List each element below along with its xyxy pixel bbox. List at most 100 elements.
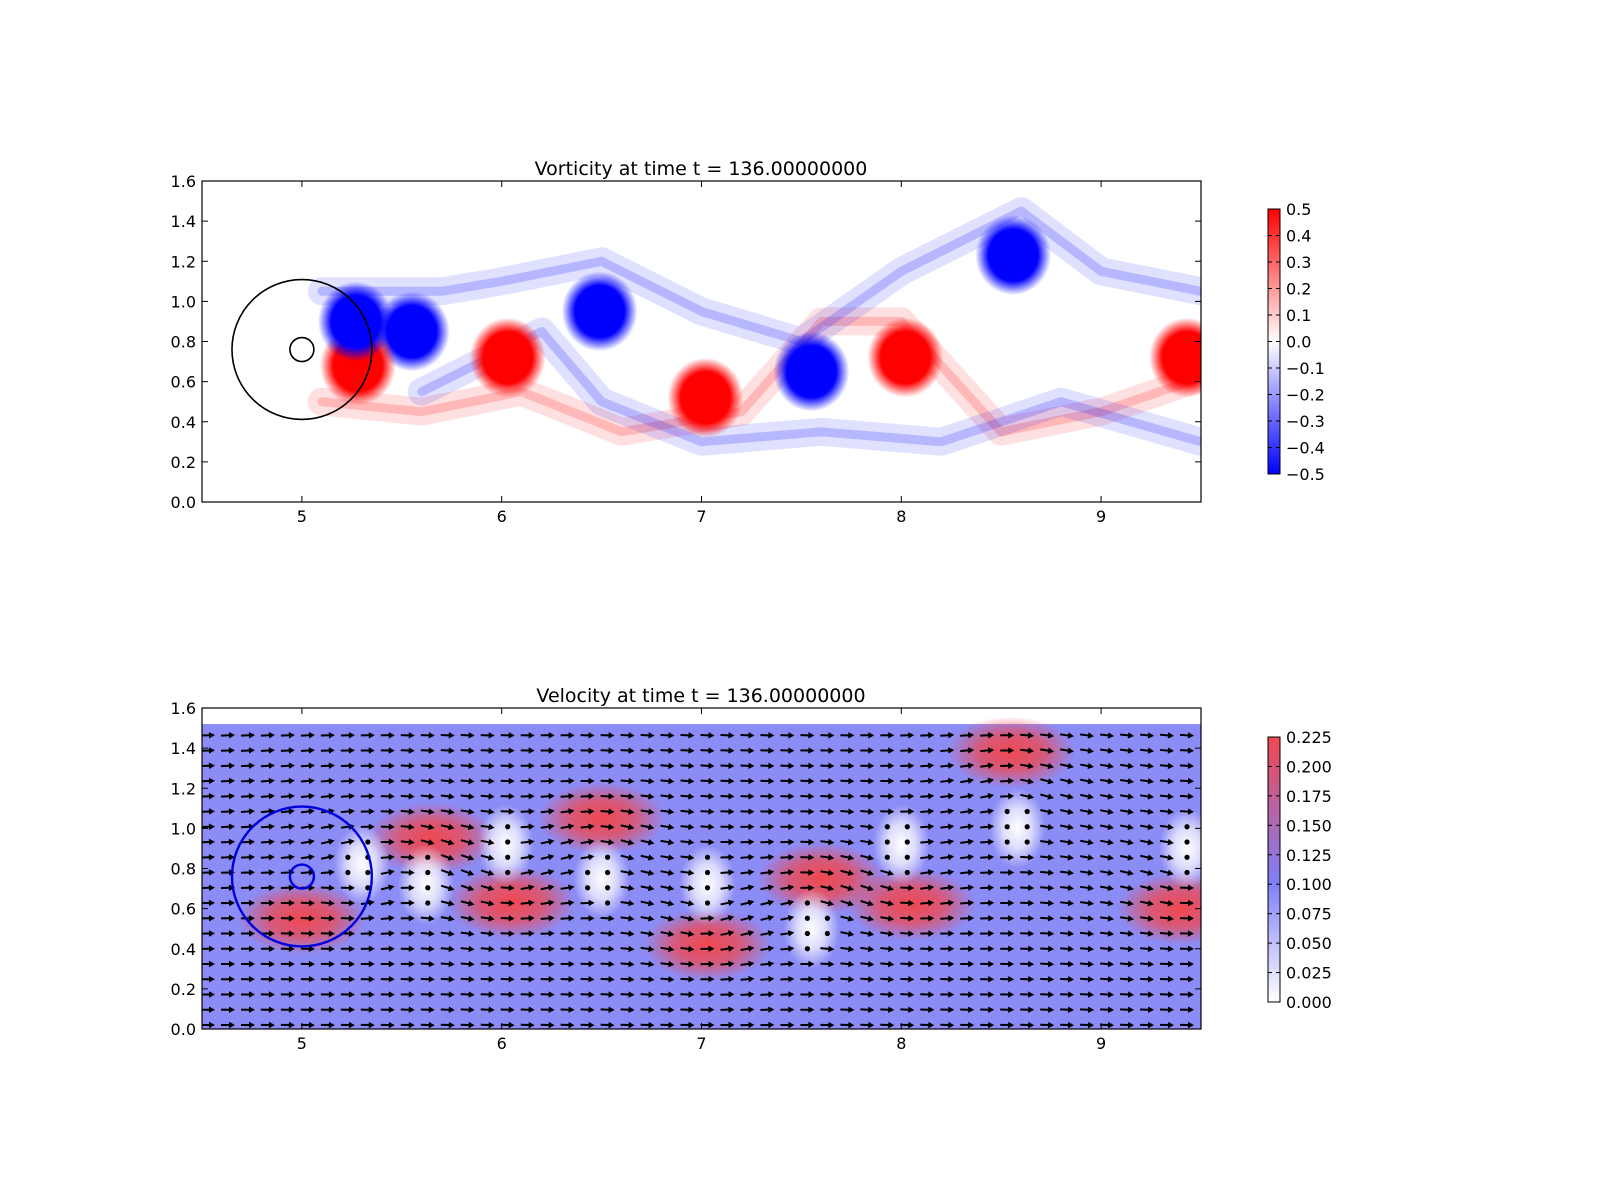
x-tick-label: 5 <box>297 1034 307 1053</box>
quiver-arrow <box>760 869 775 876</box>
quiver-arrow <box>520 945 535 953</box>
quiver-arrow <box>960 976 975 983</box>
quiver-dot <box>884 854 890 860</box>
quiver-arrow <box>760 899 775 906</box>
quiver-arrow <box>1140 823 1155 831</box>
quiver-arrow <box>1159 732 1174 739</box>
quiver-arrow <box>740 808 755 815</box>
quiver-arrow <box>380 899 395 906</box>
quiver-arrow <box>202 930 215 937</box>
quiver-arrow <box>400 1021 415 1029</box>
quiver-arrow <box>1140 884 1154 892</box>
quiver-arrow <box>420 976 435 983</box>
quiver-arrow <box>860 1006 875 1013</box>
quiver-dot <box>1024 824 1030 830</box>
slow-flow-region <box>1159 808 1201 889</box>
quiver-arrow <box>400 854 415 861</box>
quiver-arrow <box>460 960 475 968</box>
quiver-arrow <box>660 991 675 998</box>
quiver-arrow <box>340 777 355 785</box>
quiver-arrow <box>360 762 375 769</box>
quiver-dot <box>604 885 611 891</box>
quiver-arrow <box>620 854 635 861</box>
quiver-arrow <box>980 915 995 922</box>
quiver-arrow <box>1080 991 1095 998</box>
quiver-arrow <box>980 899 995 907</box>
quiver-arrow <box>700 930 715 937</box>
quiver-arrow <box>900 930 915 937</box>
slow-flow-region <box>333 824 390 905</box>
quiver-arrow <box>860 930 875 937</box>
quiver-arrow <box>360 915 375 922</box>
quiver-arrow <box>720 732 735 739</box>
quiver-arrow <box>860 823 875 831</box>
quiver-arrow <box>800 838 815 846</box>
quiver-arrow <box>1120 884 1134 892</box>
quiver-arrow <box>840 777 855 785</box>
quiver-arrow <box>980 869 995 876</box>
quiver-arrow <box>900 1006 915 1013</box>
quiver-arrow <box>580 762 595 770</box>
quiver-arrow <box>340 1006 355 1013</box>
quiver-arrow <box>880 991 895 998</box>
quiver-arrow <box>1060 732 1075 739</box>
quiver-arrow <box>780 1006 795 1013</box>
quiver-arrow <box>360 823 375 830</box>
quiver-arrow <box>1140 1021 1155 1029</box>
quiver-arrow <box>720 1021 735 1029</box>
quiver-arrow <box>380 991 395 998</box>
quiver-arrow <box>1179 777 1194 785</box>
quiver-arrow <box>520 808 535 815</box>
quiver-dot <box>425 900 431 906</box>
quiver-arrow <box>220 1021 235 1029</box>
quiver-arrow <box>620 915 635 922</box>
quiver-arrow <box>500 1006 515 1013</box>
quiver-arrow <box>560 1021 575 1029</box>
quiver-arrow <box>600 793 615 800</box>
quiver-arrow <box>440 747 455 754</box>
quiver-arrow <box>1000 747 1015 754</box>
quiver-arrow <box>260 915 275 922</box>
quiver-arrow <box>1179 732 1194 739</box>
quiver-arrow <box>1080 899 1095 907</box>
quiver-arrow <box>600 960 615 968</box>
quiver-arrow <box>300 838 315 846</box>
quiver-arrow <box>660 976 675 983</box>
quiver-arrow <box>700 945 715 952</box>
quiver-arrow <box>202 823 215 830</box>
quiver-arrow <box>680 793 695 800</box>
quiver-arrow <box>480 884 495 892</box>
quiver-arrow <box>280 945 295 953</box>
velocity-colorbar-ticks: 0.225 0.200 0.175 0.150 0.125 0.100 0.075 0.050… <box>1268 728 1332 1012</box>
quiver-arrow <box>680 945 695 953</box>
velocity-y-ticks: 0.0 0.2 0.4 0.6 0.8 1.0 1.2 1.4 1.6 <box>171 699 1201 1039</box>
quiver-arrow <box>300 915 315 922</box>
quiver-arrow <box>860 884 874 892</box>
quiver-arrow <box>540 762 555 769</box>
quiver-arrow <box>740 823 755 830</box>
quiver-arrow <box>500 732 515 739</box>
quiver-arrow <box>1040 884 1055 892</box>
fast-flow-region <box>1117 872 1201 945</box>
quiver-arrow <box>420 1006 435 1013</box>
quiver-arrow <box>520 762 535 770</box>
quiver-arrow <box>440 823 455 831</box>
quiver-arrow <box>840 838 855 846</box>
quiver-arrow <box>1060 899 1075 907</box>
quiver-dot <box>804 930 810 937</box>
quiver-arrow <box>760 793 775 800</box>
quiver-arrow <box>360 777 375 785</box>
quiver-arrow <box>560 960 575 968</box>
quiver-arrow <box>840 747 855 754</box>
vorticity-x-ticks: 5 6 7 8 9 <box>297 181 1106 526</box>
quiver-arrow <box>1120 960 1135 968</box>
quiver-arrow <box>1179 930 1194 937</box>
colorbar-tick-label: 0.150 <box>1286 816 1332 835</box>
quiver-arrow <box>840 869 855 876</box>
quiver-arrow <box>840 1006 855 1013</box>
quiver-arrow <box>220 930 235 937</box>
positive-vortex <box>469 317 546 398</box>
quiver-arrow <box>1020 747 1035 754</box>
quiver-arrow <box>340 930 355 937</box>
quiver-arrow <box>320 945 335 953</box>
